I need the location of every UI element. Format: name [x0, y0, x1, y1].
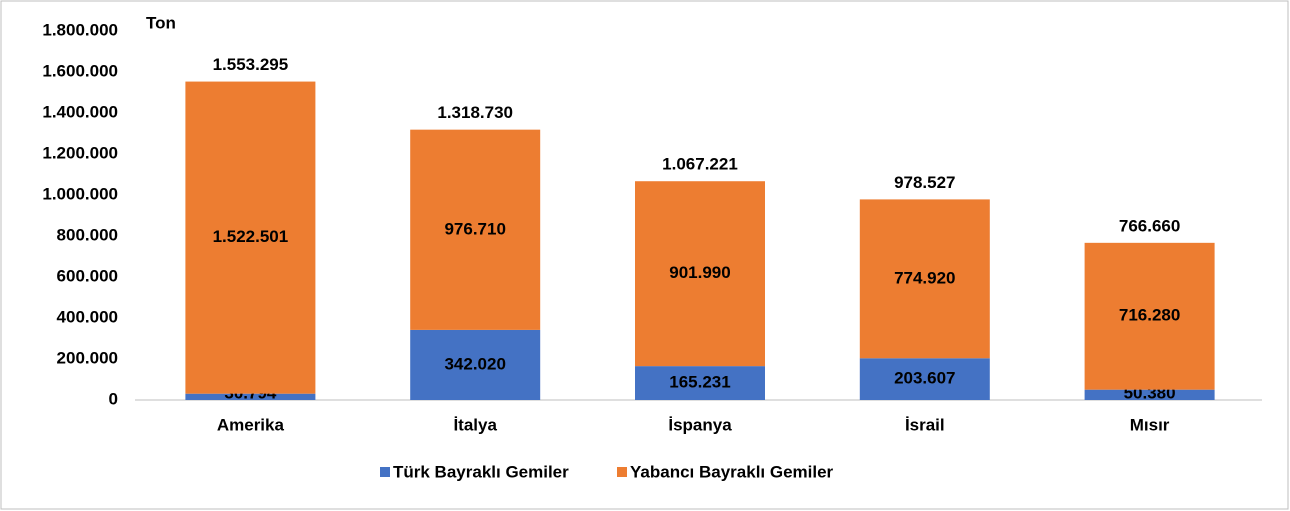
data-label: 1.522.501 [213, 227, 289, 246]
total-label: 1.067.221 [662, 155, 738, 174]
total-label: 1.318.730 [437, 103, 513, 122]
x-tick-label: İsrail [905, 415, 945, 434]
total-label: 1.553.295 [213, 55, 289, 74]
legend-label: Türk Bayraklı Gemiler [393, 462, 569, 481]
legend-swatch [617, 467, 627, 477]
y-axis-label: Ton [146, 13, 176, 32]
bar-segment [635, 181, 765, 367]
bar-segment [185, 393, 316, 400]
data-label: 976.710 [444, 219, 505, 238]
total-label: 978.527 [894, 173, 955, 192]
bar-segment [410, 329, 541, 400]
y-tick-label: 200.000 [57, 348, 118, 367]
y-tick-label: 1.400.000 [42, 102, 118, 121]
data-label: 342.020 [444, 354, 505, 373]
data-label: 165.231 [669, 373, 730, 392]
y-tick-label: 1.200.000 [42, 143, 118, 162]
bar-segment [1084, 389, 1215, 400]
bar-segment [859, 199, 990, 359]
data-label: 203.607 [894, 369, 955, 388]
legend-label: Yabancı Bayraklı Gemiler [630, 462, 834, 481]
y-tick-label: 1.600.000 [42, 61, 118, 80]
y-tick-label: 600.000 [57, 266, 118, 285]
y-tick-label: 1.000.000 [42, 184, 118, 203]
x-tick-label: İtalya [453, 415, 497, 434]
y-tick-label: 400.000 [57, 307, 118, 326]
y-tick-label: 0 [109, 389, 118, 408]
data-label: 716.280 [1119, 306, 1180, 325]
x-tick-label: Mısır [1130, 415, 1170, 434]
bar-segment [185, 81, 316, 394]
x-tick-label: İspanya [668, 415, 732, 434]
x-tick-label: Amerika [217, 415, 285, 434]
bar-segment [859, 358, 990, 400]
y-tick-label: 800.000 [57, 225, 118, 244]
total-label: 766.660 [1119, 216, 1180, 235]
bar-segment [410, 129, 541, 330]
data-label: 774.920 [894, 268, 955, 287]
bar-segment [635, 366, 765, 400]
legend-swatch [380, 467, 390, 477]
data-label: 901.990 [669, 263, 730, 282]
bar-segment [1084, 242, 1215, 390]
y-tick-label: 1.800.000 [42, 20, 118, 39]
